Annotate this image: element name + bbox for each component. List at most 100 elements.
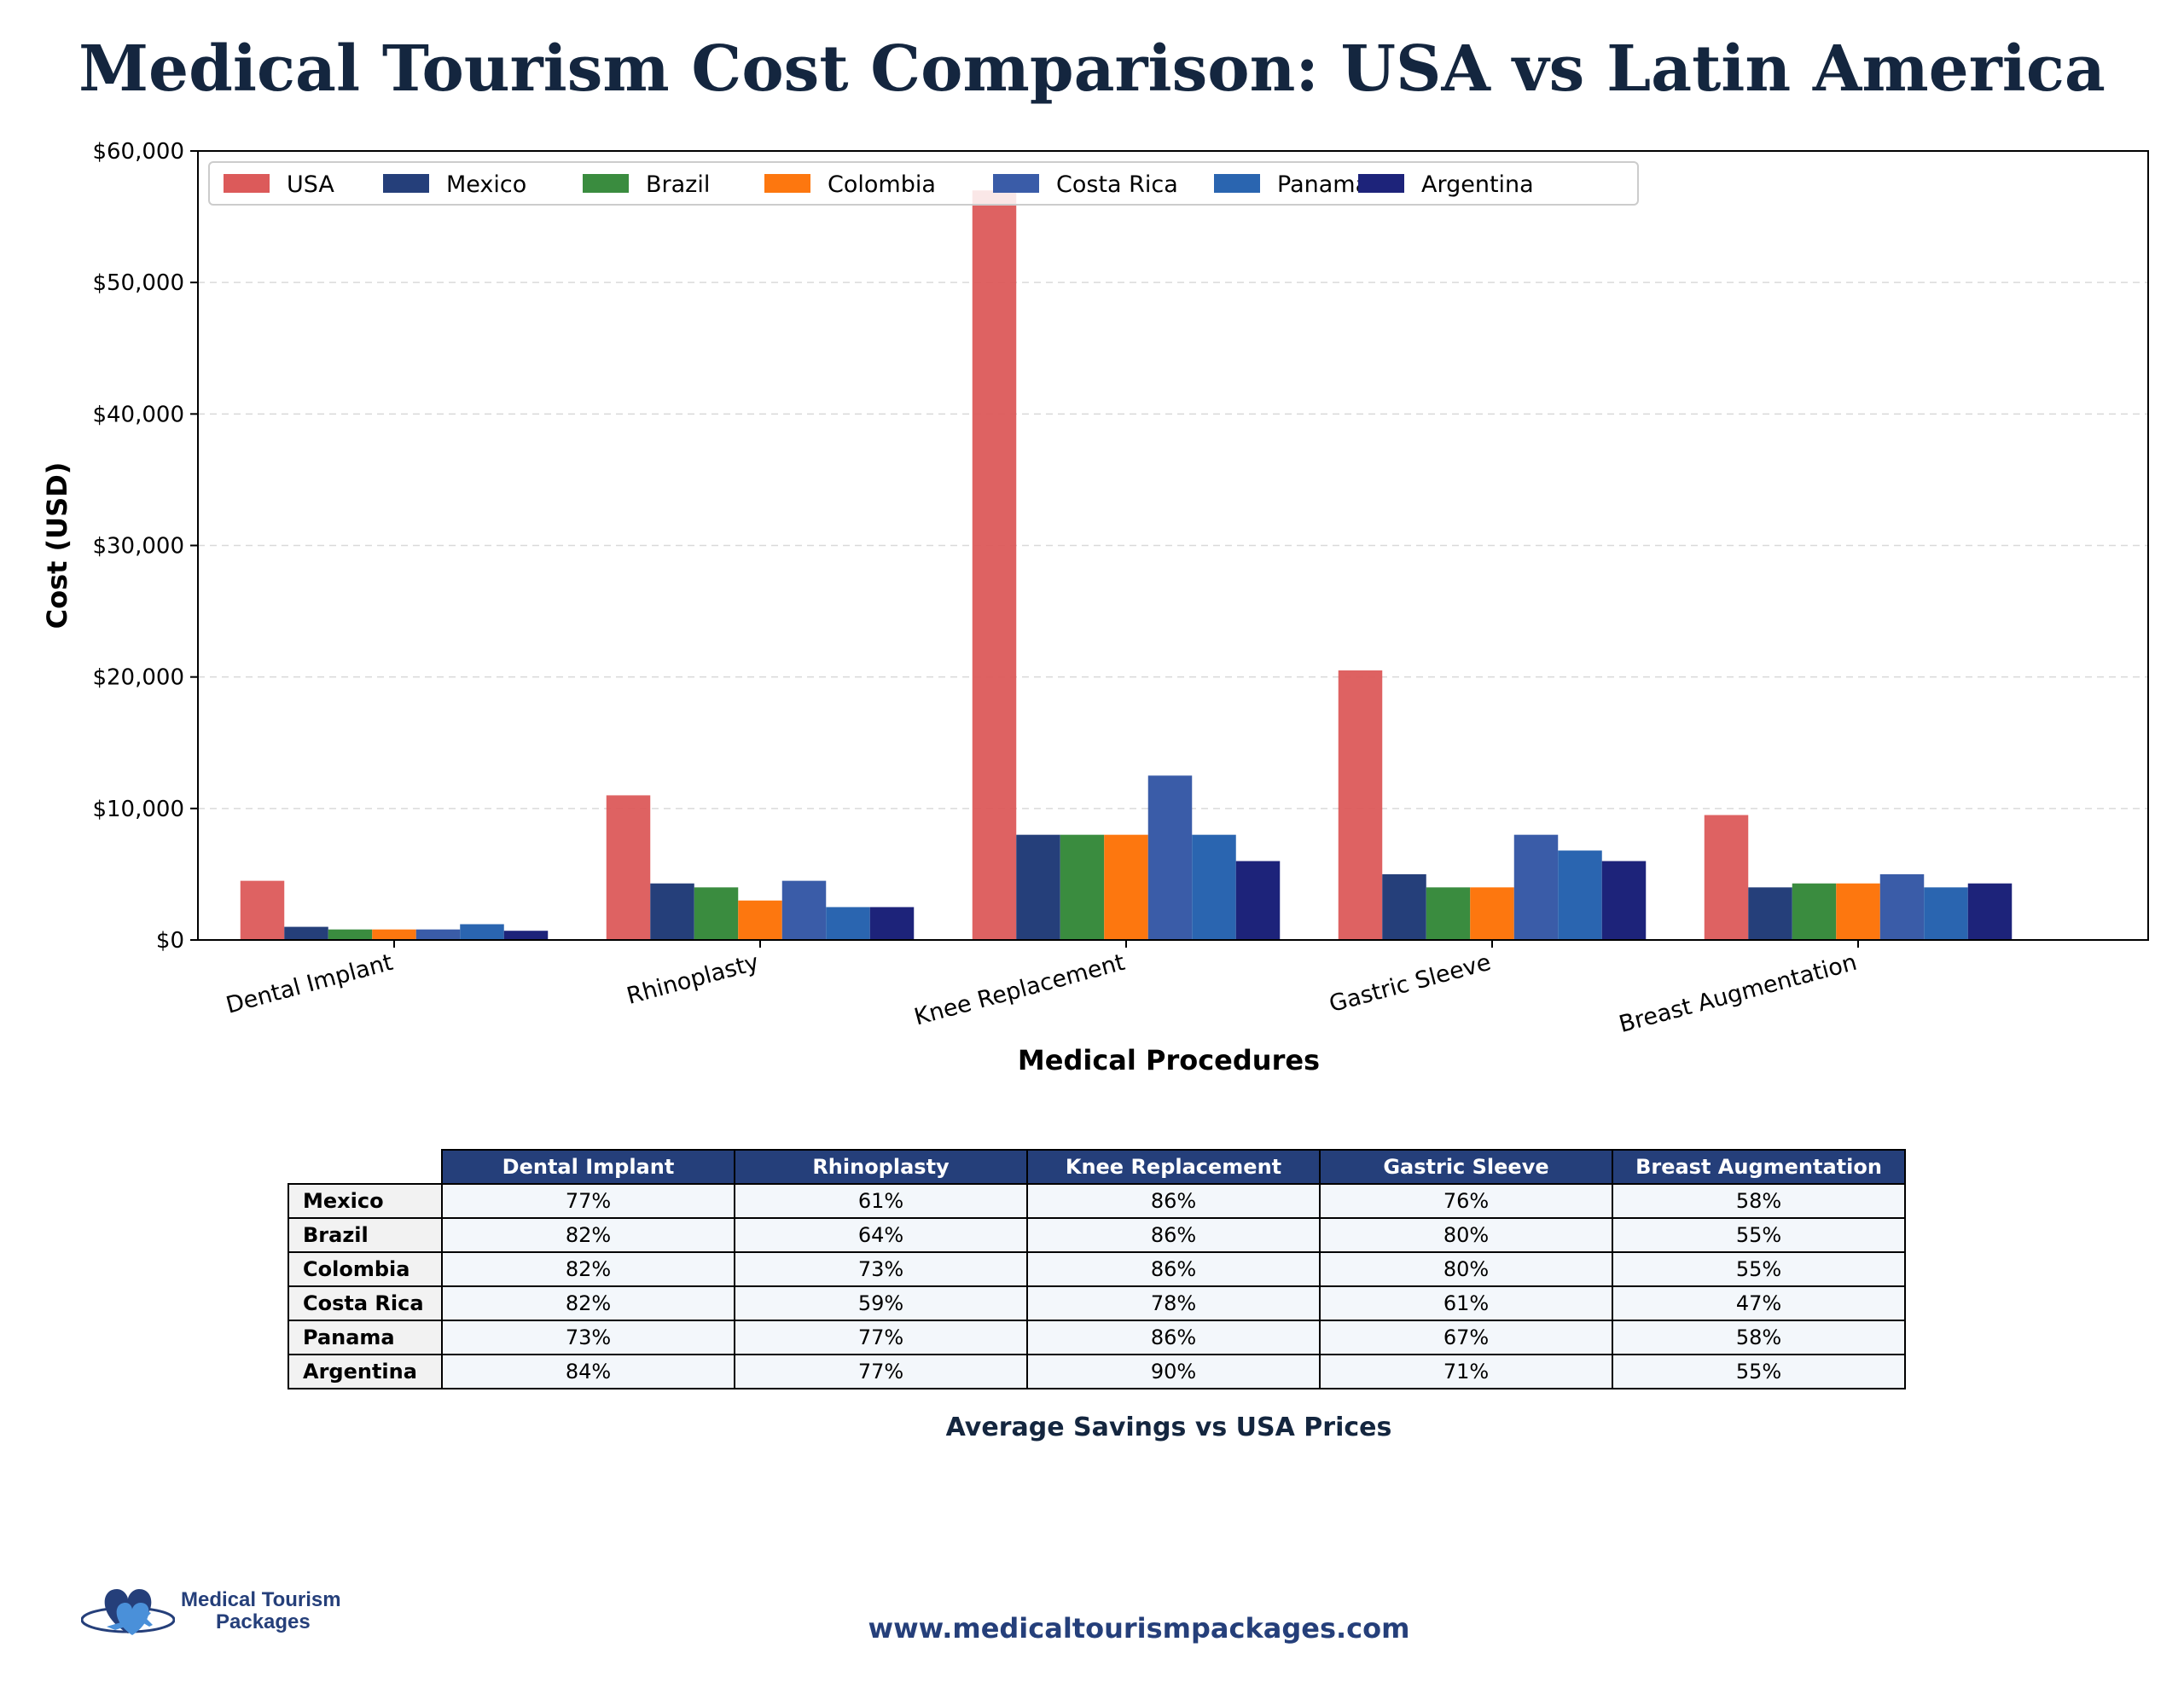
logo-text-line1: Medical Tourism bbox=[181, 1588, 341, 1611]
legend-swatch bbox=[1214, 174, 1260, 193]
footer-url[interactable]: www.medicaltourismpackages.com bbox=[868, 1612, 1410, 1645]
table-row: Colombia 82% 73% 86% 80% 55% bbox=[288, 1251, 1906, 1287]
bar-panama bbox=[1192, 834, 1236, 940]
bar-brazil bbox=[328, 929, 373, 940]
savings-table: Dental Implant Rhinoplasty Knee Replacem… bbox=[288, 1149, 1906, 1389]
bar-mexico bbox=[1016, 834, 1060, 940]
legend-label: Panama bbox=[1277, 171, 1369, 198]
y-tick-label: $50,000 bbox=[92, 270, 184, 296]
row-header: Argentina bbox=[288, 1354, 443, 1389]
bar-usa bbox=[1704, 815, 1749, 940]
table-cell: 86% bbox=[1026, 1251, 1321, 1287]
bar-argentina bbox=[1967, 883, 2013, 940]
y-tick-label: $60,000 bbox=[92, 139, 184, 165]
table-cell: 58% bbox=[1612, 1183, 1906, 1219]
bar-brazil bbox=[694, 887, 739, 940]
row-header: Costa Rica bbox=[288, 1285, 443, 1321]
bar-usa bbox=[240, 880, 285, 940]
bar-brazil bbox=[1792, 883, 1837, 940]
table-cell: 64% bbox=[734, 1217, 1028, 1253]
legend-swatch bbox=[224, 174, 270, 193]
x-tick-label: Breast Augmentation bbox=[1617, 949, 1860, 1038]
bar-chart: $0 $10,000 $20,000 $30,000 $40,000 $50,000 $60… bbox=[41, 139, 2149, 1076]
table-cell: 67% bbox=[1319, 1320, 1613, 1355]
y-tick-label: $40,000 bbox=[92, 402, 184, 427]
x-tick-label: Dental Implant bbox=[224, 949, 396, 1019]
chart-title: Medical Tourism Cost Comparison: USA vs … bbox=[78, 32, 2106, 106]
bar-usa bbox=[972, 190, 1017, 940]
bar-mexico bbox=[284, 926, 328, 940]
logo: Medical Tourism Packages bbox=[81, 1582, 354, 1642]
table-cell: 86% bbox=[1026, 1320, 1321, 1355]
table-title: Average Savings vs USA Prices bbox=[945, 1413, 1392, 1442]
table-cell: 71% bbox=[1319, 1354, 1613, 1389]
table-cell: 77% bbox=[734, 1354, 1028, 1389]
bar-panama bbox=[826, 907, 870, 940]
grid-lines bbox=[198, 281, 2148, 809]
table-cell: 55% bbox=[1612, 1251, 1906, 1287]
bar-costa-rica bbox=[1879, 873, 1925, 940]
bar-colombia bbox=[1470, 887, 1514, 940]
bar-usa bbox=[606, 795, 651, 940]
bar-panama bbox=[1924, 887, 1968, 940]
table-row: Costa Rica 82% 59% 78% 61% 47% bbox=[288, 1285, 1906, 1321]
bar-costa-rica bbox=[781, 880, 827, 940]
bar-argentina bbox=[1235, 861, 1281, 940]
y-axis-ticks: $0 $10,000 $20,000 $30,000 $40,000 $50,000 $60… bbox=[92, 139, 198, 954]
legend-swatch bbox=[583, 174, 629, 193]
x-axis-ticks: Dental Implant Rhinoplasty Knee Replacemen… bbox=[224, 940, 1860, 1038]
bar-usa bbox=[1338, 670, 1383, 940]
row-header: Brazil bbox=[288, 1217, 443, 1253]
legend-frame bbox=[208, 161, 1639, 206]
table-cell: 55% bbox=[1612, 1354, 1906, 1389]
table-cell: 82% bbox=[441, 1285, 735, 1321]
table-cell: 78% bbox=[1026, 1285, 1321, 1321]
x-axis-label: Medical Procedures bbox=[1018, 1044, 1320, 1076]
col-header: Rhinoplasty bbox=[734, 1149, 1028, 1185]
col-header: Breast Augmentation bbox=[1612, 1149, 1906, 1185]
legend-label: Mexico bbox=[446, 171, 526, 198]
table-cell: 82% bbox=[441, 1217, 735, 1253]
legend-swatch bbox=[993, 174, 1039, 193]
legend-swatch bbox=[383, 174, 429, 193]
table-cell: 80% bbox=[1319, 1217, 1613, 1253]
table-cell: 77% bbox=[441, 1183, 735, 1219]
table-cell: 84% bbox=[441, 1354, 735, 1389]
table-header-row: Dental Implant Rhinoplasty Knee Replacem… bbox=[288, 1149, 1906, 1185]
bar-brazil bbox=[1060, 834, 1105, 940]
bar-panama bbox=[460, 924, 504, 940]
bar-costa-rica bbox=[415, 929, 461, 940]
table-cell: 80% bbox=[1319, 1251, 1613, 1287]
legend-label: USA bbox=[287, 171, 334, 198]
table-cell: 73% bbox=[441, 1320, 735, 1355]
table-row: Mexico 77% 61% 86% 76% 58% bbox=[288, 1183, 1906, 1219]
row-header: Panama bbox=[288, 1320, 443, 1355]
table-cell: 77% bbox=[734, 1320, 1028, 1355]
table-row: Argentina 84% 77% 90% 71% 55% bbox=[288, 1354, 1906, 1389]
bar-costa-rica bbox=[1147, 775, 1193, 940]
y-tick-label: $0 bbox=[156, 928, 184, 954]
bar-costa-rica bbox=[1513, 834, 1559, 940]
bar-brazil bbox=[1426, 887, 1471, 940]
y-tick-label: $20,000 bbox=[92, 665, 184, 691]
legend-label: Argentina bbox=[1421, 171, 1534, 198]
legend-swatch bbox=[764, 174, 810, 193]
table-cell: 47% bbox=[1612, 1285, 1906, 1321]
table-cell: 55% bbox=[1612, 1217, 1906, 1253]
table-cell: 86% bbox=[1026, 1183, 1321, 1219]
table-cell: 82% bbox=[441, 1251, 735, 1287]
legend-swatch bbox=[1358, 174, 1404, 193]
col-header: Dental Implant bbox=[441, 1149, 735, 1185]
bar-colombia bbox=[738, 900, 782, 940]
table-cell: 76% bbox=[1319, 1183, 1613, 1219]
bar-mexico bbox=[1748, 887, 1792, 940]
table-row: Panama 73% 77% 86% 67% 58% bbox=[288, 1320, 1906, 1355]
table-cell: 58% bbox=[1612, 1320, 1906, 1355]
bar-argentina bbox=[869, 907, 915, 940]
bar-colombia bbox=[372, 929, 416, 940]
bars bbox=[240, 190, 2013, 940]
legend: USA Mexico Brazil Colombia Costa Rica Panama A… bbox=[208, 161, 1639, 206]
y-axis-label: Cost (USD) bbox=[41, 462, 73, 629]
bar-mexico bbox=[1382, 873, 1426, 940]
legend-label: Costa Rica bbox=[1056, 171, 1178, 198]
